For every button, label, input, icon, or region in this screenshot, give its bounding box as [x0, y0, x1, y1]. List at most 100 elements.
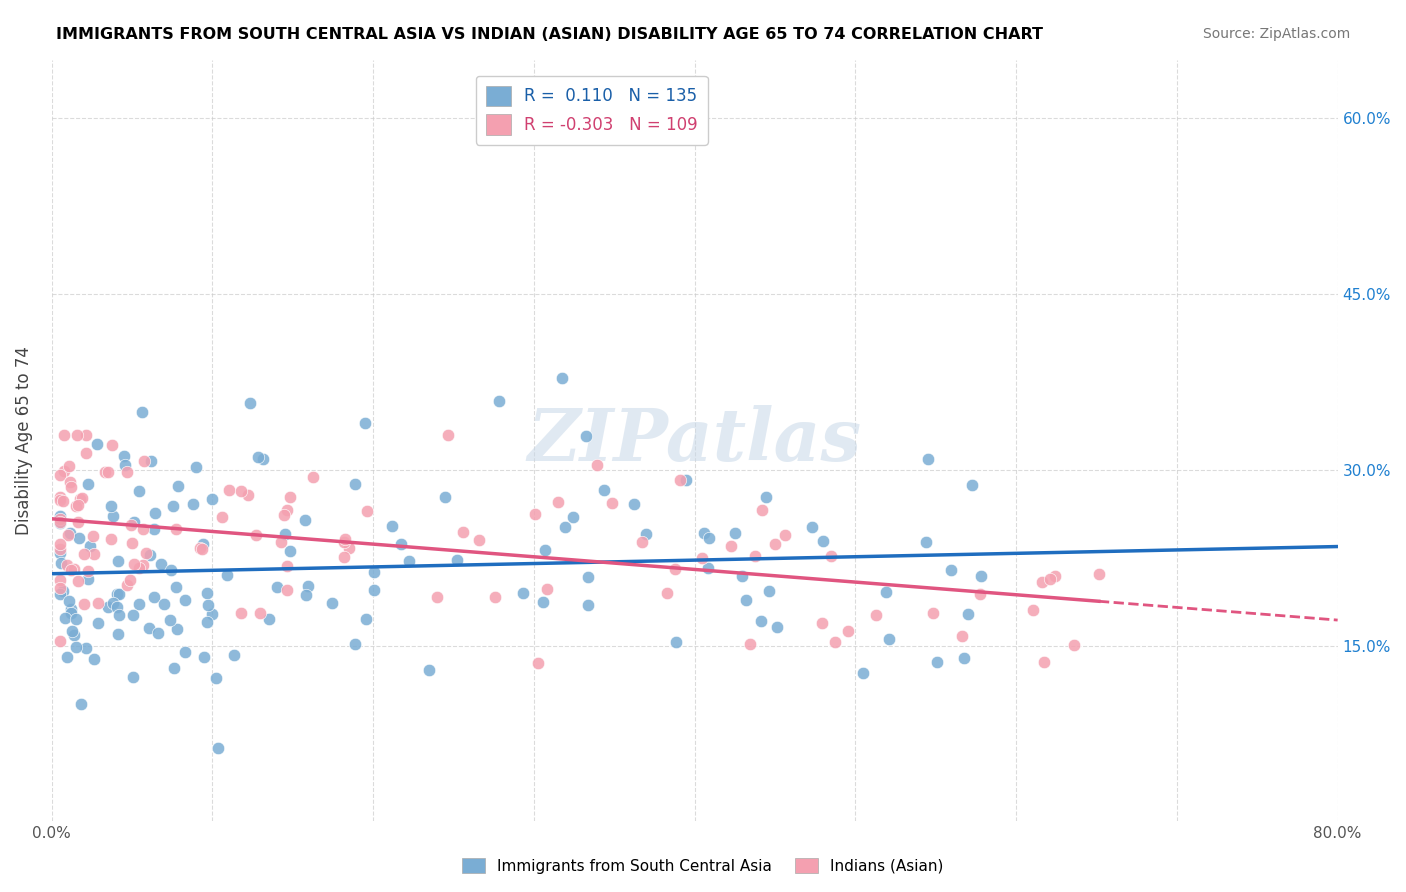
Point [655, 586, 678, 600]
Point [101, 596, 124, 610]
Point [344, 637, 367, 651]
Point [66, 574, 89, 588]
Point [52, 427, 75, 442]
Point [188, 541, 211, 555]
Point [927, 655, 949, 669]
Point [114, 458, 136, 472]
Point [66, 499, 89, 513]
Point [49, 490, 72, 504]
Point [257, 612, 280, 626]
Point [153, 597, 176, 611]
Point [211, 510, 233, 524]
Point [274, 527, 297, 541]
Point [720, 539, 742, 553]
Point [72, 491, 94, 506]
Point [524, 507, 547, 521]
Point [766, 620, 789, 634]
Point [53, 611, 76, 625]
Point [915, 535, 938, 549]
Point [554, 520, 576, 534]
Point [121, 536, 143, 550]
Point [205, 671, 228, 685]
Point [56, 649, 79, 664]
Point [195, 586, 218, 600]
Point [73, 597, 96, 611]
Point [159, 613, 181, 627]
Point [665, 635, 688, 649]
Point [865, 607, 887, 622]
Point [162, 500, 184, 514]
Point [77, 476, 100, 491]
Point [664, 562, 686, 576]
Point [149, 557, 172, 571]
Point [266, 580, 288, 594]
Point [100, 532, 122, 546]
Point [675, 473, 697, 487]
Point [107, 554, 129, 568]
Point [60, 602, 83, 616]
Point [321, 596, 343, 610]
Point [294, 513, 316, 527]
Point [108, 608, 131, 623]
Point [138, 621, 160, 635]
Point [117, 465, 139, 479]
Point [585, 458, 607, 472]
Point [75, 446, 97, 460]
Legend: R =  0.110   N = 135, R = -0.303   N = 109: R = 0.110 N = 135, R = -0.303 N = 109 [475, 76, 707, 145]
Point [128, 484, 150, 499]
Point [120, 518, 142, 533]
Point [49, 541, 72, 556]
Point [222, 648, 245, 663]
Point [531, 595, 554, 609]
Point [354, 612, 377, 626]
Point [132, 454, 155, 468]
Legend: Immigrants from South Central Asia, Indians (Asian): Immigrants from South Central Asia, Indi… [456, 852, 950, 880]
Point [49, 545, 72, 559]
Point [49, 536, 72, 550]
Point [536, 582, 558, 597]
Point [744, 549, 766, 564]
Point [941, 563, 963, 577]
Point [276, 503, 298, 517]
Point [115, 578, 138, 592]
Point [58, 528, 80, 542]
Point [333, 533, 356, 547]
Point [592, 483, 614, 497]
Point [58, 458, 80, 473]
Point [425, 590, 447, 604]
Point [381, 519, 404, 533]
Point [128, 561, 150, 575]
Point [100, 499, 122, 513]
Point [83, 547, 105, 561]
Text: Source: ZipAtlas.com: Source: ZipAtlas.com [1202, 27, 1350, 41]
Text: IMMIGRANTS FROM SOUTH CENTRAL ASIA VS INDIAN (ASIAN) DISABILITY AGE 65 TO 74 COR: IMMIGRANTS FROM SOUTH CENTRAL ASIA VS IN… [56, 27, 1043, 42]
Point [418, 663, 440, 677]
Point [122, 515, 145, 529]
Point [297, 579, 319, 593]
Point [879, 632, 901, 646]
Point [118, 573, 141, 587]
Point [273, 508, 295, 522]
Point [437, 427, 460, 442]
Point [1063, 638, 1085, 652]
Point [184, 459, 207, 474]
Point [201, 491, 224, 506]
Point [65, 612, 87, 626]
Point [124, 557, 146, 571]
Point [956, 607, 979, 621]
Point [55, 558, 77, 572]
Point [135, 546, 157, 560]
Point [249, 606, 271, 620]
Point [148, 625, 170, 640]
Point [58, 594, 80, 608]
Point [389, 537, 412, 551]
Point [363, 582, 385, 597]
Point [83, 652, 105, 666]
Point [165, 522, 187, 536]
Point [668, 473, 690, 487]
Point [1088, 567, 1111, 582]
Point [131, 405, 153, 419]
Point [468, 533, 491, 548]
Point [165, 580, 187, 594]
Point [1039, 572, 1062, 586]
